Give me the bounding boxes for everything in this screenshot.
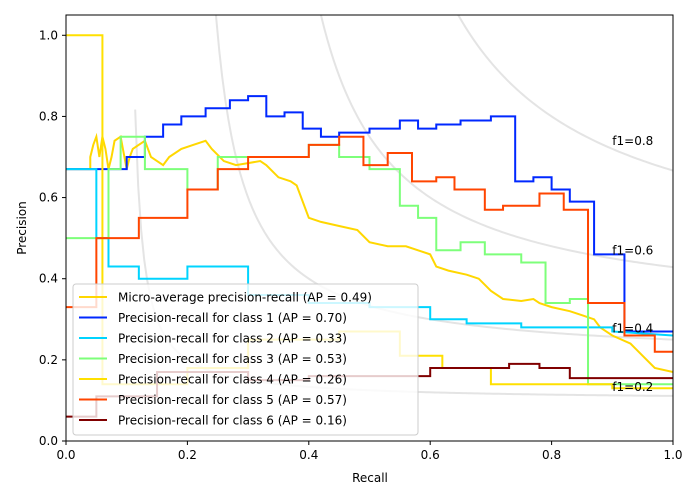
y-tick-label: 0.6 bbox=[39, 191, 58, 205]
series-line-1 bbox=[66, 95, 673, 333]
legend-label: Precision-recall for class 6 (AP = 0.16) bbox=[118, 414, 347, 428]
x-tick-label: 0.6 bbox=[421, 448, 440, 462]
legend-label: Precision-recall for class 5 (AP = 0.57) bbox=[118, 393, 347, 407]
legend-box bbox=[72, 283, 419, 436]
iso-f1-curve bbox=[457, 15, 673, 172]
iso-f1-label: f1=0.8 bbox=[612, 134, 653, 148]
series-line-5 bbox=[66, 135, 673, 353]
legend-label: Precision-recall for class 2 (AP = 0.33) bbox=[118, 332, 347, 346]
series-line-0 bbox=[66, 132, 673, 374]
iso-f1-label: f1=0.6 bbox=[612, 243, 653, 257]
x-tick-label: 0.8 bbox=[542, 448, 561, 462]
axes-frame bbox=[65, 14, 674, 442]
iso-f1-label: f1=0.4 bbox=[612, 322, 653, 336]
x-axis-label: Recall bbox=[352, 471, 388, 485]
y-tick-label: 1.0 bbox=[39, 28, 58, 42]
x-axis-ticks: 0.0 0.2 0.4 0.6 0.8 1.0 bbox=[56, 441, 683, 462]
legend-label: Precision-recall for class 3 (AP = 0.53) bbox=[118, 352, 347, 366]
iso-f1-curve bbox=[214, 15, 673, 341]
legend-label: Precision-recall for class 4 (AP = 0.26) bbox=[118, 373, 347, 387]
y-tick-label: 0.4 bbox=[39, 272, 58, 286]
iso-f1-label: f1=0.2 bbox=[612, 380, 653, 394]
y-axis-label: Precision bbox=[15, 201, 29, 255]
series-line-3 bbox=[66, 135, 673, 386]
iso-f1-curve bbox=[319, 15, 673, 269]
x-tick-label: 0.2 bbox=[178, 448, 197, 462]
legend: Micro-average precision-recall (AP = 0.4… bbox=[72, 283, 419, 436]
legend-label: Micro-average precision-recall (AP = 0.4… bbox=[118, 291, 372, 305]
x-tick-label: 0.0 bbox=[56, 448, 75, 462]
y-tick-label: 0.2 bbox=[39, 353, 58, 367]
y-axis-ticks: 0.0 0.2 0.4 0.6 0.8 1.0 bbox=[39, 28, 66, 448]
y-tick-label: 0.8 bbox=[39, 109, 58, 123]
x-tick-label: 1.0 bbox=[663, 448, 682, 462]
y-tick-label: 0.0 bbox=[39, 434, 58, 448]
legend-label: Precision-recall for class 1 (AP = 0.70) bbox=[118, 311, 347, 325]
x-tick-label: 0.4 bbox=[299, 448, 318, 462]
iso-f1-labels: f1=0.2 f1=0.4 f1=0.6 f1=0.8 bbox=[612, 134, 653, 394]
